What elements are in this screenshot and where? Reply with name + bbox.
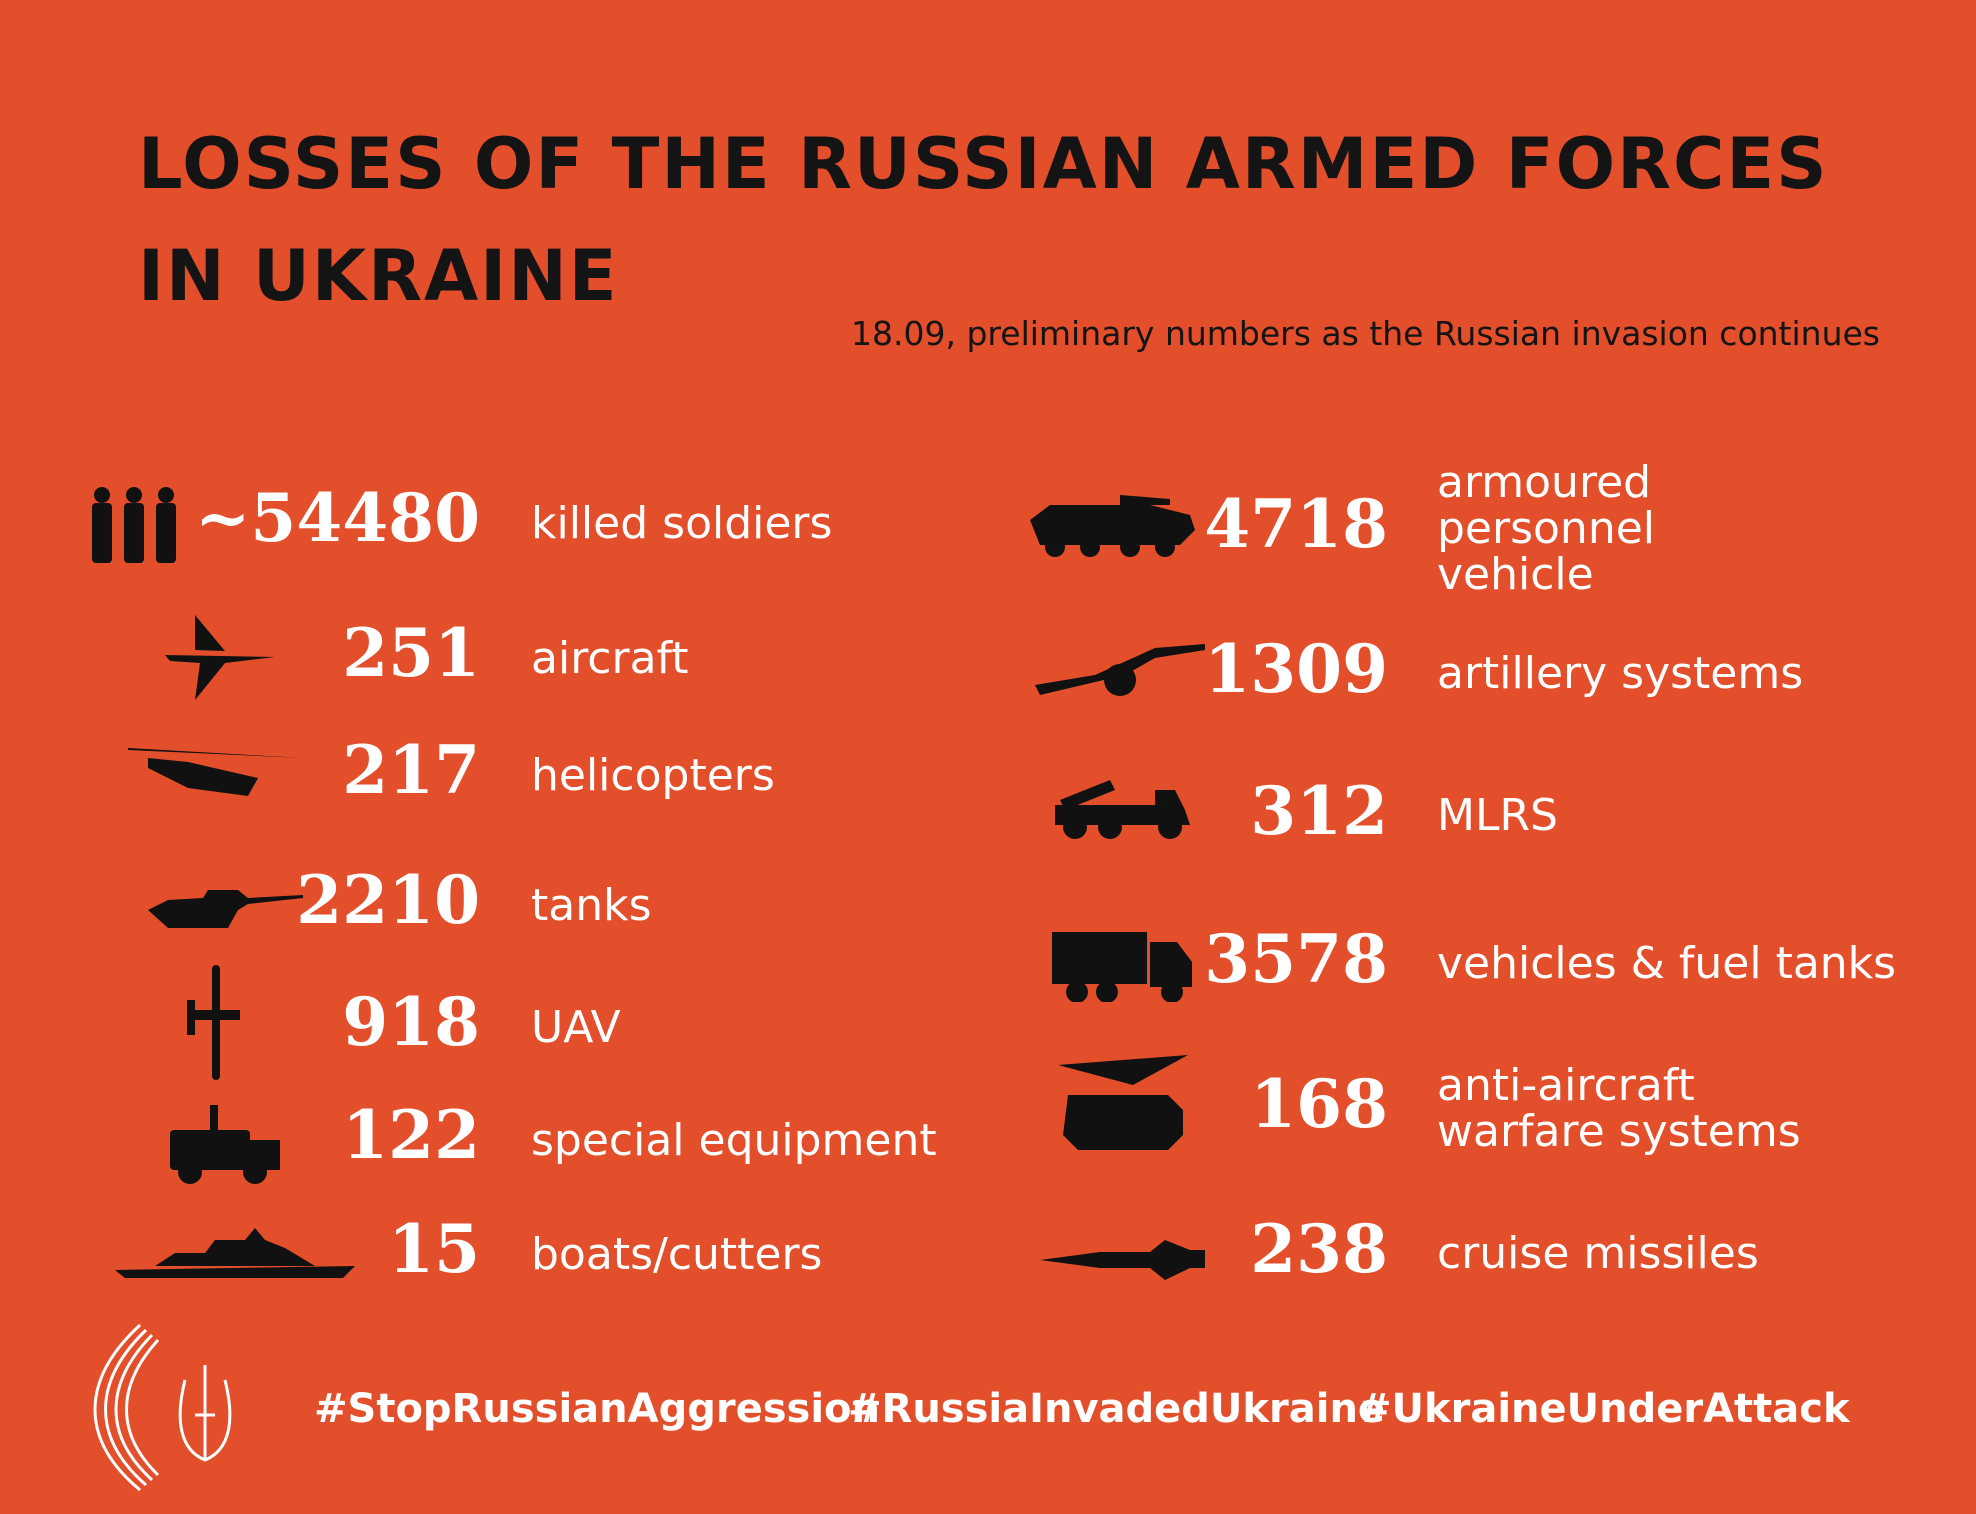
label: MLRS (1437, 790, 1558, 841)
icon (1052, 932, 1192, 1002)
icon (1040, 1240, 1205, 1280)
icon (115, 1228, 355, 1278)
count: 1309 (1204, 630, 1388, 708)
count: 122 (342, 1096, 480, 1174)
count: 238 (1250, 1210, 1388, 1288)
icon (148, 890, 303, 928)
count: ~54480 (195, 479, 480, 557)
icon (1058, 1055, 1188, 1150)
icon (92, 487, 176, 563)
label: tanks (531, 880, 652, 931)
count: 15 (388, 1210, 480, 1288)
count: 2210 (296, 861, 480, 939)
count: 3578 (1204, 920, 1388, 998)
label: killed soldiers (531, 498, 833, 549)
label: UAV (531, 1002, 621, 1053)
icon (1035, 644, 1205, 696)
label: helicopters (531, 750, 775, 801)
emblem (93, 1323, 232, 1492)
label: anti-aircraft warfare systems (1437, 1060, 1801, 1157)
title: LOSSES OF THE RUSSIAN ARMED FORCES IN UK… (138, 123, 1829, 317)
hashtag: #RussiaInvadedUkraine (848, 1386, 1386, 1432)
hashtag: #UkraineUnderAttack (1358, 1386, 1850, 1432)
label: artillery systems (1437, 648, 1804, 699)
count: 312 (1250, 772, 1388, 850)
count: 168 (1250, 1065, 1388, 1143)
label: vehicles & fuel tanks (1437, 938, 1897, 989)
count: 251 (342, 614, 480, 692)
subtitle: 18.09, preliminary numbers as the Russia… (851, 314, 1880, 353)
label: armoured personnel vehicle (1437, 457, 1656, 600)
icon (128, 748, 303, 796)
icon (165, 615, 275, 700)
label: aircraft (531, 633, 689, 684)
label: special equipment (531, 1115, 937, 1166)
count: 4718 (1204, 485, 1388, 563)
hashtag: #StopRussianAggression (314, 1386, 880, 1432)
count: 918 (342, 983, 480, 1061)
label: cruise missiles (1437, 1228, 1759, 1279)
icon (1030, 495, 1195, 557)
label: boats/cutters (531, 1229, 823, 1280)
icon (1055, 780, 1190, 839)
icon (187, 965, 240, 1080)
icon (170, 1105, 280, 1184)
count: 217 (342, 731, 480, 809)
